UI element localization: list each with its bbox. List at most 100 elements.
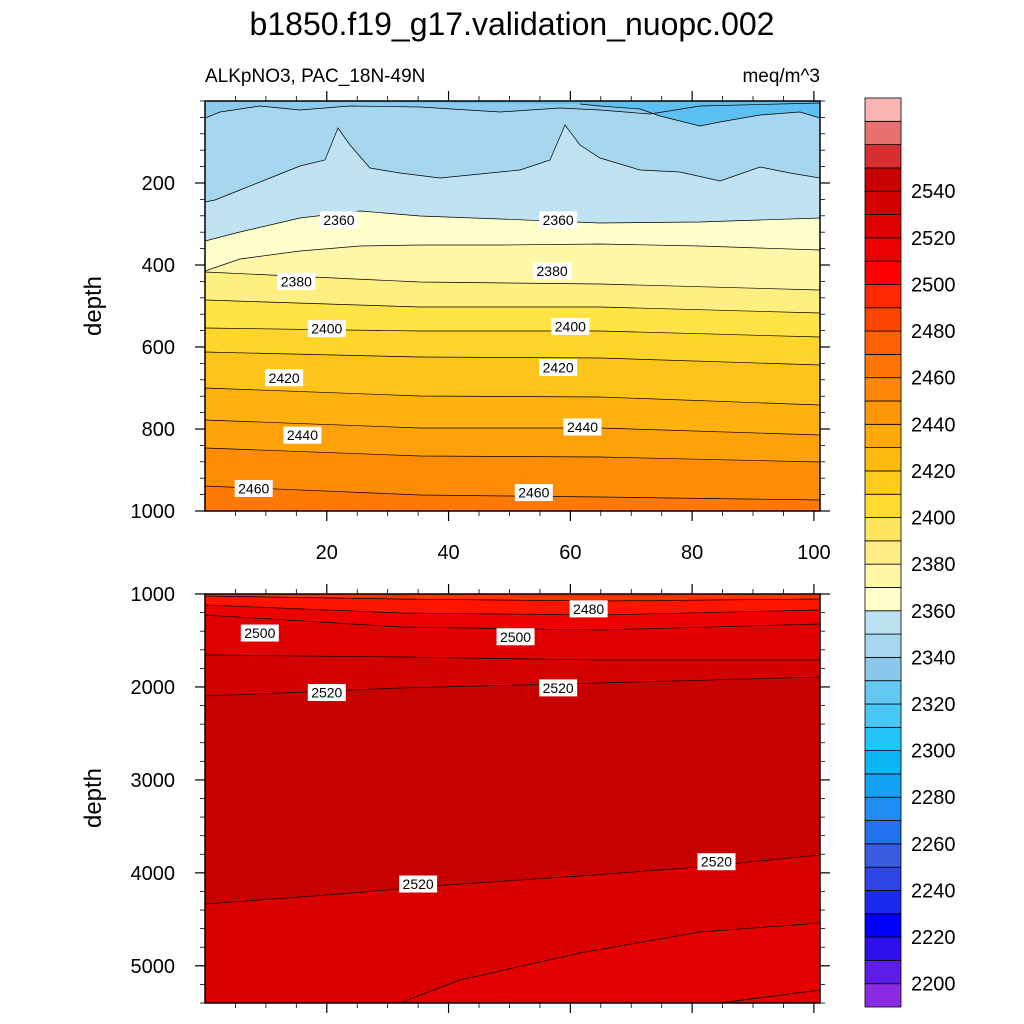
bottom-y-tick-label: 2000 bbox=[131, 677, 176, 699]
colorbar-box bbox=[864, 423, 902, 449]
bottom-y-tick-label: 5000 bbox=[131, 956, 176, 978]
bottom-contour-label: 2500 bbox=[500, 629, 531, 645]
top-contour-label: 2420 bbox=[543, 360, 574, 376]
bottom-contour-label: 2480 bbox=[573, 601, 604, 617]
colorbar-box bbox=[864, 587, 902, 612]
colorbar-box bbox=[864, 983, 902, 1008]
bottom-contour-label-box bbox=[697, 853, 736, 871]
top-contour-label: 2400 bbox=[311, 321, 342, 337]
top-contour-line bbox=[205, 387, 820, 406]
top-contour-line bbox=[205, 485, 820, 501]
colorbar-label: 2240 bbox=[911, 880, 956, 902]
top-y-tick-label: 1000 bbox=[131, 501, 176, 523]
top-y-tick-label: 200 bbox=[142, 173, 175, 195]
top-ticks: 200 400 600 800 1000 20 40 60 80 100 bbox=[131, 91, 831, 564]
colorbar-box bbox=[864, 237, 902, 262]
bottom-contour-label-box bbox=[569, 600, 608, 618]
top-band-2330 bbox=[205, 101, 820, 126]
colorbar-box bbox=[864, 843, 902, 868]
top-contour-label-box bbox=[283, 426, 322, 444]
colorbar-label: 2280 bbox=[911, 787, 956, 809]
top-contour-line bbox=[205, 102, 820, 119]
bottom-contour-label: 2500 bbox=[244, 625, 275, 641]
colorbar-labels: 2200 2220 2240 2260 2280 2300 2320 2340 2360 2380… bbox=[911, 181, 956, 995]
colorbar-box bbox=[864, 400, 902, 425]
bottom-contour-labels: 2480 2500 2500 2520 2520 2520 2520 bbox=[240, 600, 736, 893]
colorbar-box bbox=[864, 656, 902, 682]
top-contour-label: 2440 bbox=[567, 419, 598, 435]
colorbar-label: 2460 bbox=[911, 368, 956, 390]
colorbar-box bbox=[864, 610, 902, 635]
chart-title: b1850.f19_g17.validation_nuopc.002 bbox=[250, 6, 775, 42]
colorbar-box bbox=[864, 470, 902, 495]
top-contour-line bbox=[205, 299, 820, 314]
top-contour-label-box bbox=[319, 211, 358, 229]
colorbar-label: 2340 bbox=[911, 647, 956, 669]
bottom-ylabel: depth bbox=[80, 768, 107, 828]
top-contour-label: 2360 bbox=[323, 212, 354, 228]
colorbar-box bbox=[864, 773, 902, 798]
colorbar-label: 2500 bbox=[911, 274, 956, 296]
top-panel: 2360 2360 2380 2380 2400 2400 2420 2420 2440 2440… bbox=[80, 91, 831, 564]
colorbar-box bbox=[864, 820, 902, 845]
colorbar-box bbox=[864, 307, 902, 332]
colorbar-box bbox=[864, 97, 902, 122]
top-y-tick-label: 400 bbox=[142, 255, 175, 277]
top-contour-line bbox=[205, 447, 820, 463]
colorbar-label: 2480 bbox=[911, 321, 956, 343]
colorbar-label: 2200 bbox=[911, 974, 956, 996]
bottom-y-tick-label: 3000 bbox=[131, 770, 176, 792]
bottom-contour-line bbox=[205, 595, 820, 602]
bottom-contour-label-box bbox=[399, 875, 438, 893]
colorbar-label: 2360 bbox=[911, 601, 956, 623]
top-frame bbox=[204, 100, 821, 512]
top-contour-line bbox=[579, 103, 820, 127]
top-contour-label-box bbox=[533, 262, 572, 280]
colorbar-box bbox=[864, 913, 902, 938]
colorbar-label: 2400 bbox=[911, 508, 956, 530]
colorbar-box bbox=[864, 936, 902, 961]
top-contour-label-box bbox=[277, 272, 316, 290]
colorbar-box bbox=[864, 890, 902, 915]
top-band-2350 bbox=[205, 101, 820, 202]
top-contour-lines bbox=[205, 102, 820, 501]
bottom-contour-line bbox=[719, 989, 820, 1003]
top-ylabel: depth bbox=[80, 276, 107, 336]
colorbar-box bbox=[864, 750, 902, 775]
bottom-y-tick-label: 4000 bbox=[131, 863, 176, 885]
bottom-contour-line bbox=[205, 676, 820, 697]
bottom-contour-label-box bbox=[496, 628, 535, 646]
colorbar-box bbox=[864, 563, 902, 588]
colorbar-label: 2300 bbox=[911, 741, 956, 763]
colorbar-label: 2420 bbox=[911, 461, 956, 483]
top-contour-line bbox=[205, 419, 820, 436]
x-tick-label: 80 bbox=[681, 542, 703, 564]
top-contour-label-box bbox=[307, 320, 346, 338]
colorbar-label: 2320 bbox=[911, 694, 956, 716]
colorbar-boxes bbox=[864, 97, 902, 1008]
top-contour-label: 2460 bbox=[238, 480, 269, 496]
right-string: meq/m^3 bbox=[742, 66, 820, 87]
colorbar-box bbox=[864, 540, 902, 565]
bottom-contour-label-box bbox=[307, 684, 346, 702]
colorbar-box bbox=[864, 633, 902, 658]
colorbar-label: 2440 bbox=[911, 414, 956, 436]
colorbar-label: 2380 bbox=[911, 554, 956, 576]
colorbar: 2200 2220 2240 2260 2280 2300 2320 2340 2360 2380… bbox=[864, 97, 956, 1008]
top-contour-label-box bbox=[551, 318, 590, 335]
colorbar-box bbox=[864, 353, 902, 379]
colorbar-box bbox=[864, 120, 902, 146]
colorbar-box bbox=[864, 260, 902, 285]
colorbar-box bbox=[864, 796, 902, 821]
colorbar-box bbox=[864, 866, 902, 891]
colorbar-box bbox=[864, 190, 902, 215]
top-contour-labels: 2360 2360 2380 2380 2400 2400 2420 2420 2440 2440… bbox=[234, 211, 602, 502]
colorbar-box bbox=[864, 959, 902, 985]
top-contour-label: 2380 bbox=[281, 273, 312, 289]
bottom-contour-label: 2520 bbox=[311, 685, 342, 701]
bottom-band-2470 bbox=[205, 594, 820, 601]
top-contour-label: 2360 bbox=[543, 212, 574, 228]
top-contour-label-box bbox=[539, 359, 578, 376]
top-contour-line bbox=[205, 210, 820, 242]
